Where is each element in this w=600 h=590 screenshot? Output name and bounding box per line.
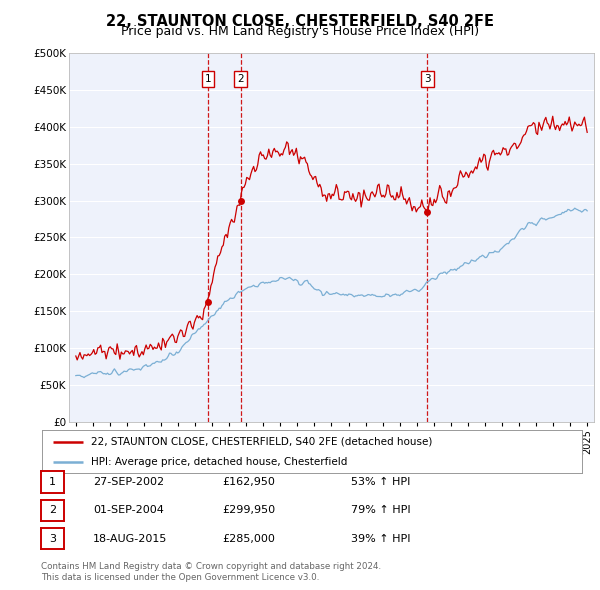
Text: 3: 3: [424, 74, 431, 84]
Text: 1: 1: [205, 74, 211, 84]
Text: £299,950: £299,950: [222, 506, 275, 515]
Text: 22, STAUNTON CLOSE, CHESTERFIELD, S40 2FE (detached house): 22, STAUNTON CLOSE, CHESTERFIELD, S40 2F…: [91, 437, 432, 447]
Text: £162,950: £162,950: [222, 477, 275, 487]
Text: 2: 2: [49, 506, 56, 515]
Text: £285,000: £285,000: [222, 534, 275, 543]
Text: 2: 2: [238, 74, 244, 84]
Text: 27-SEP-2002: 27-SEP-2002: [93, 477, 164, 487]
Text: HPI: Average price, detached house, Chesterfield: HPI: Average price, detached house, Ches…: [91, 457, 347, 467]
Text: 18-AUG-2015: 18-AUG-2015: [93, 534, 167, 543]
Text: 22, STAUNTON CLOSE, CHESTERFIELD, S40 2FE: 22, STAUNTON CLOSE, CHESTERFIELD, S40 2F…: [106, 14, 494, 29]
Text: Contains HM Land Registry data © Crown copyright and database right 2024.
This d: Contains HM Land Registry data © Crown c…: [41, 562, 381, 582]
Text: 53% ↑ HPI: 53% ↑ HPI: [351, 477, 410, 487]
Text: 01-SEP-2004: 01-SEP-2004: [93, 506, 164, 515]
Text: 79% ↑ HPI: 79% ↑ HPI: [351, 506, 410, 515]
Text: 39% ↑ HPI: 39% ↑ HPI: [351, 534, 410, 543]
Text: 1: 1: [49, 477, 56, 487]
Text: 3: 3: [49, 534, 56, 543]
Text: Price paid vs. HM Land Registry's House Price Index (HPI): Price paid vs. HM Land Registry's House …: [121, 25, 479, 38]
